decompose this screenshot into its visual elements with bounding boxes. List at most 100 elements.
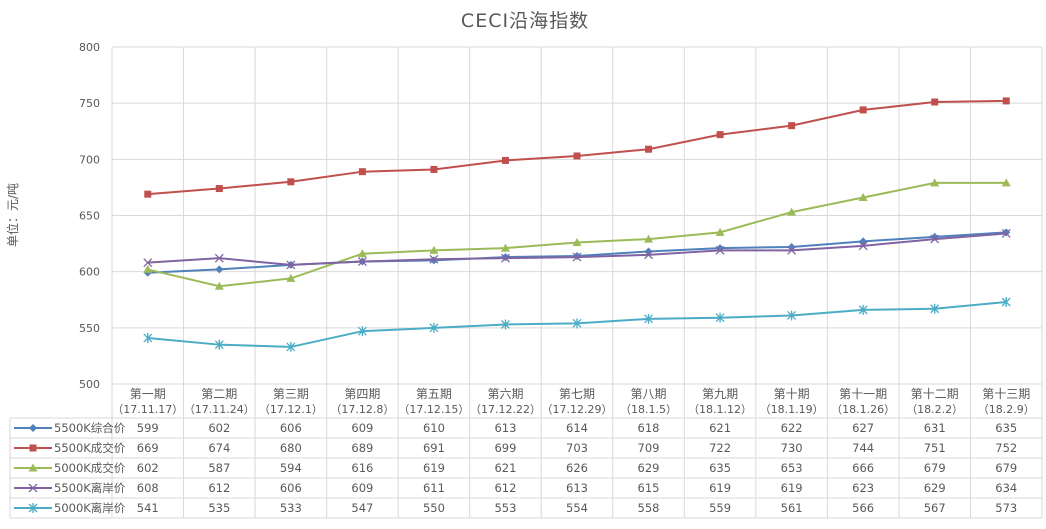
- table-cell: 680: [280, 441, 302, 455]
- table-cell: 674: [208, 441, 230, 455]
- table-cell: 703: [566, 441, 588, 455]
- data-point: [572, 318, 582, 329]
- x-tick-date: （17.12.22）: [470, 403, 541, 416]
- data-point: [429, 254, 439, 264]
- data-point: [28, 463, 38, 472]
- table-cell: 611: [423, 481, 445, 495]
- table-cell: 634: [995, 481, 1017, 495]
- table-cell: 533: [280, 501, 302, 515]
- table-cell: 653: [781, 461, 803, 475]
- table-cell: 744: [852, 441, 874, 455]
- series-line: [147, 99, 1007, 196]
- x-tick-date: （18.1.26）: [831, 403, 895, 416]
- table-cell: 751: [924, 441, 946, 455]
- table-cell: 541: [137, 501, 159, 515]
- table-cell: 561: [781, 501, 803, 515]
- table-cell: 613: [566, 481, 588, 495]
- series-3: [143, 229, 1011, 270]
- data-point: [788, 122, 796, 130]
- data-point: [28, 503, 38, 513]
- table-cell: 573: [995, 501, 1017, 515]
- table-cell: 619: [423, 461, 445, 475]
- data-point: [286, 260, 296, 270]
- table-cell: 621: [709, 421, 731, 435]
- x-tick-date: （18.2.9）: [978, 403, 1035, 416]
- table-cell: 554: [566, 501, 588, 515]
- table-cell: 691: [423, 441, 445, 455]
- table-cell: 566: [852, 501, 874, 515]
- table-cell: 699: [494, 441, 516, 455]
- x-tick-date: （17.12.29）: [542, 403, 613, 416]
- data-point: [715, 227, 725, 236]
- table-cell: 616: [351, 461, 373, 475]
- data-point: [501, 156, 509, 164]
- data-point: [144, 190, 152, 198]
- x-tick-label: 第十二期: [911, 387, 959, 401]
- table-cell: 587: [208, 461, 230, 475]
- x-tick-label: 第一期: [130, 387, 166, 401]
- table-cell: 615: [638, 481, 660, 495]
- table-cell: 602: [208, 421, 230, 435]
- data-point: [787, 207, 797, 216]
- data-point: [501, 319, 510, 330]
- table-cell: 613: [494, 421, 516, 435]
- x-tick-date: （17.11.17）: [112, 403, 183, 416]
- legend-key: [14, 503, 52, 513]
- data-point: [215, 265, 224, 274]
- table-cell: 612: [494, 481, 516, 495]
- data-point: [143, 332, 153, 343]
- data-point: [715, 245, 725, 255]
- x-tick-date: （18.1.19）: [760, 403, 824, 416]
- x-tick-label: 第十期: [774, 387, 810, 401]
- data-point: [286, 273, 296, 282]
- table-cell: 635: [709, 461, 731, 475]
- data-point: [858, 193, 868, 202]
- x-tick-label: 第十一期: [839, 387, 887, 401]
- table-cell: 623: [852, 481, 874, 495]
- table-cell: 629: [924, 481, 946, 495]
- table-cell: 567: [924, 501, 946, 515]
- table-cell: 558: [638, 501, 660, 515]
- series-4: [143, 296, 1011, 352]
- data-point: [215, 185, 223, 193]
- data-point: [143, 258, 153, 268]
- data-point: [931, 98, 939, 106]
- data-point: [858, 241, 868, 251]
- table-cell: 618: [638, 421, 660, 435]
- table-cell: 679: [995, 461, 1017, 475]
- data-point: [358, 168, 366, 176]
- legend-label: 5000K离岸价: [54, 501, 126, 515]
- table-cell: 631: [924, 421, 946, 435]
- table-cell: 619: [781, 481, 803, 495]
- data-point: [286, 341, 296, 352]
- data-point: [1002, 228, 1011, 237]
- legend-label: 5500K成交价: [54, 441, 126, 455]
- data-point: [29, 444, 37, 452]
- data-point: [28, 483, 38, 493]
- table-cell: 609: [351, 421, 373, 435]
- x-tick-date: （18.1.12）: [688, 403, 752, 416]
- x-tick-date: （17.12.15）: [398, 403, 469, 416]
- table-cell: 535: [208, 501, 230, 515]
- data-point: [644, 250, 653, 260]
- table-cell: 594: [280, 461, 302, 475]
- table-cell: 722: [709, 441, 731, 455]
- data-point: [645, 145, 653, 153]
- data-point: [859, 106, 867, 114]
- data-point: [429, 245, 439, 254]
- x-tick-label: 第六期: [487, 387, 523, 401]
- data-point: [357, 249, 367, 258]
- table-cell: 626: [566, 461, 588, 475]
- data-point: [429, 322, 439, 333]
- data-point: [572, 252, 582, 262]
- data-point: [644, 234, 654, 243]
- x-tick-label: 第八期: [631, 387, 667, 401]
- data-point: [858, 304, 868, 315]
- data-point: [501, 253, 510, 263]
- x-tick-label: 第十三期: [982, 387, 1030, 401]
- data-point: [787, 310, 797, 321]
- legend-label: 5500K离岸价: [54, 481, 126, 495]
- data-point: [573, 251, 581, 260]
- table-cell: 559: [709, 501, 731, 515]
